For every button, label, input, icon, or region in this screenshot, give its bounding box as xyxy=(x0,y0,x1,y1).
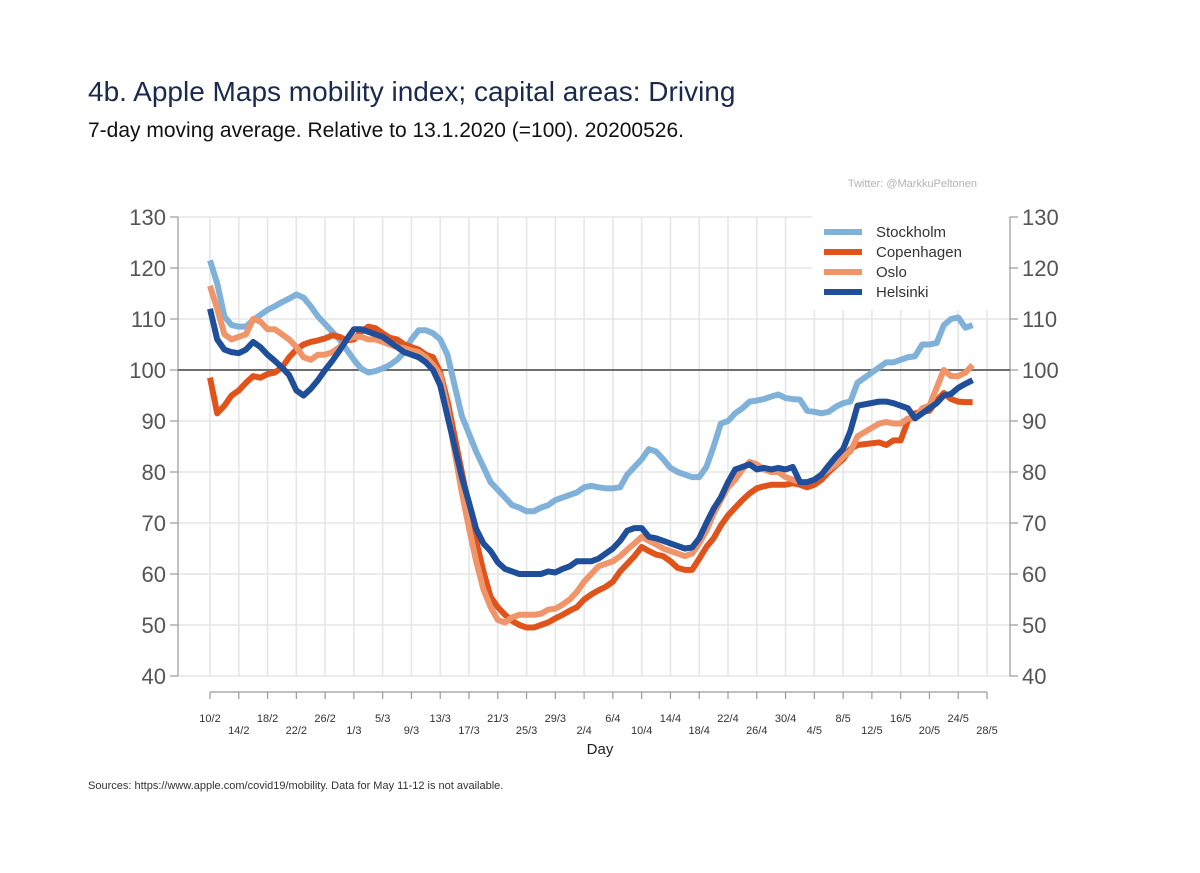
y-tick-label-right: 80 xyxy=(1022,460,1046,485)
x-tick-label: 6/4 xyxy=(605,713,620,725)
y-tick-label-left: 100 xyxy=(129,358,166,383)
x-tick-label: 9/3 xyxy=(404,725,419,737)
x-tick-label: 22/2 xyxy=(286,725,307,737)
twitter-credit: Twitter: @MarkkuPeltonen xyxy=(847,178,977,190)
y-tick-label-left: 50 xyxy=(142,613,166,638)
x-tick-label: 8/5 xyxy=(835,713,850,725)
y-tick-label-right: 100 xyxy=(1022,358,1059,383)
x-tick-label: 13/3 xyxy=(430,713,451,725)
x-tick-label: 5/3 xyxy=(375,713,390,725)
chart-title: 4b. Apple Maps mobility index; capital a… xyxy=(88,76,736,107)
chart-subtitle: 7-day moving average. Relative to 13.1.2… xyxy=(88,119,684,142)
x-tick-label: 14/4 xyxy=(660,713,681,725)
y-tick-label-right: 110 xyxy=(1022,307,1057,332)
y-tick-label-left: 120 xyxy=(129,256,166,281)
legend-label-oslo: Oslo xyxy=(876,264,907,281)
y-tick-label-right: 60 xyxy=(1022,562,1046,587)
legend-label-helsinki: Helsinki xyxy=(876,284,929,301)
series-line-oslo xyxy=(207,284,975,626)
x-tick-label: 30/4 xyxy=(775,713,796,725)
y-tick-label-right: 130 xyxy=(1022,205,1059,230)
x-tick-label: 18/2 xyxy=(257,713,278,725)
y-tick-label-right: 40 xyxy=(1022,664,1046,689)
y-tick-label-left: 60 xyxy=(142,562,166,587)
x-tick-label: 29/3 xyxy=(545,713,566,725)
legend-label-stockholm: Stockholm xyxy=(876,224,946,241)
axes: 40 40 50 50 60 60 70 70 80 80 90 90 100 100 110 110 120 1… xyxy=(129,205,1058,758)
x-tick-label: 10/2 xyxy=(199,713,220,725)
x-tick-label: 18/4 xyxy=(689,725,710,737)
x-tick-label: 14/2 xyxy=(228,725,249,737)
x-tick-label: 1/3 xyxy=(346,725,361,737)
y-tick-label-right: 70 xyxy=(1022,511,1046,536)
y-tick-label-right: 90 xyxy=(1022,409,1046,434)
x-tick-label: 25/3 xyxy=(516,725,537,737)
series-lines xyxy=(207,259,975,631)
x-tick-label: 20/5 xyxy=(919,725,940,737)
x-tick-label: 22/4 xyxy=(717,713,738,725)
x-tick-label: 26/2 xyxy=(314,713,335,725)
y-tick-label-left: 110 xyxy=(131,307,166,332)
y-tick-label-left: 70 xyxy=(142,511,166,536)
x-tick-label: 28/5 xyxy=(976,725,997,737)
legend: Stockholm Copenhagen Oslo Helsinki xyxy=(812,216,1008,310)
x-axis-label: Day xyxy=(587,741,614,758)
x-tick-label: 24/5 xyxy=(948,713,969,725)
y-tick-label-right: 120 xyxy=(1022,256,1059,281)
y-tick-label-right: 50 xyxy=(1022,613,1046,638)
y-tick-label-left: 80 xyxy=(142,460,166,485)
x-tick-label: 10/4 xyxy=(631,725,652,737)
x-tick-label: 12/5 xyxy=(861,725,882,737)
source-note: Sources: https://www.apple.com/covid19/m… xyxy=(88,780,504,792)
x-tick-label: 21/3 xyxy=(487,713,508,725)
y-tick-label-left: 40 xyxy=(142,664,166,689)
y-tick-label-left: 130 xyxy=(129,205,166,230)
x-tick-label: 2/4 xyxy=(576,725,591,737)
legend-label-copenhagen: Copenhagen xyxy=(876,244,962,261)
y-tick-label-left: 90 xyxy=(142,409,166,434)
x-tick-label: 26/4 xyxy=(746,725,767,737)
x-tick-label: 4/5 xyxy=(807,725,822,737)
series-line-helsinki xyxy=(207,308,974,577)
x-tick-label: 16/5 xyxy=(890,713,911,725)
x-tick-label: 17/3 xyxy=(458,725,479,737)
